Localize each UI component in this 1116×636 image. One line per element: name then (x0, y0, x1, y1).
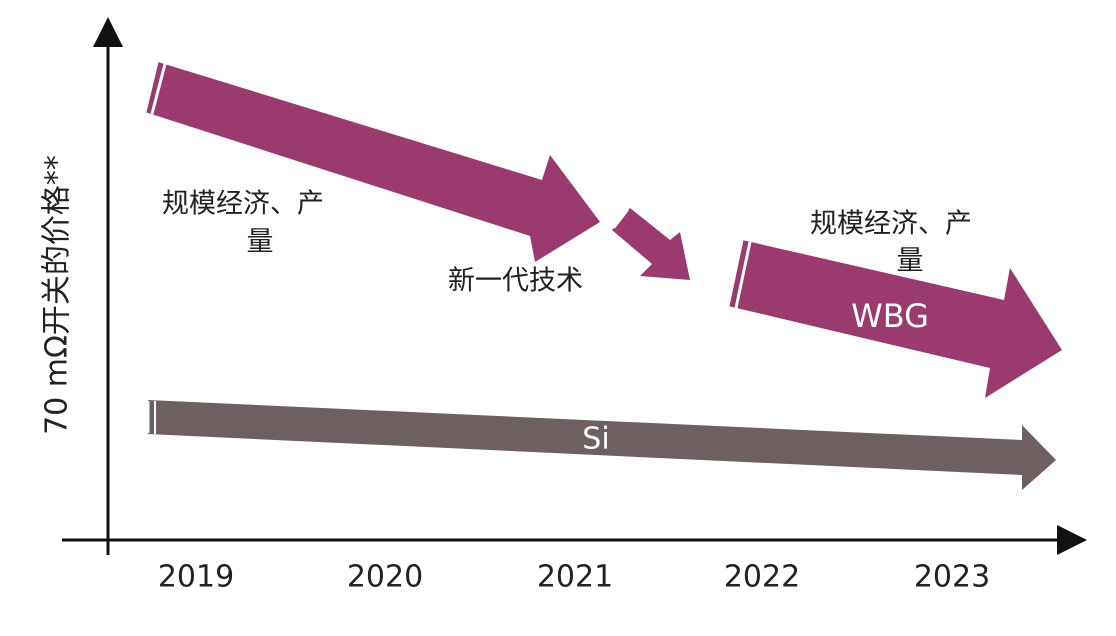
year-label: 2023 (914, 560, 990, 595)
annotation: 新一代技术 (448, 266, 583, 297)
year-label: 2021 (537, 560, 613, 595)
stripe (726, 239, 744, 307)
year-label: 2019 (158, 560, 234, 595)
stripe (613, 209, 629, 229)
annotation: 规模经济、产 (810, 209, 972, 240)
si-arrow (148, 400, 1056, 490)
year-label: 2020 (347, 560, 423, 595)
price-arrow (145, 62, 600, 262)
stripe (150, 63, 167, 115)
year-label: 2022 (724, 560, 800, 595)
wbg-arrow (728, 240, 1062, 398)
price-arrow (612, 208, 690, 280)
stripe (734, 241, 752, 309)
annotation: 量 (247, 227, 274, 258)
stripe (143, 61, 159, 113)
annotation: 量 (897, 246, 924, 277)
si-label: Si (582, 422, 609, 457)
y-axis-label: 70 mΩ开关的价格** (40, 155, 75, 435)
wbg-label: WBG (851, 297, 929, 335)
annotation: 规模经济、产 (162, 189, 324, 220)
